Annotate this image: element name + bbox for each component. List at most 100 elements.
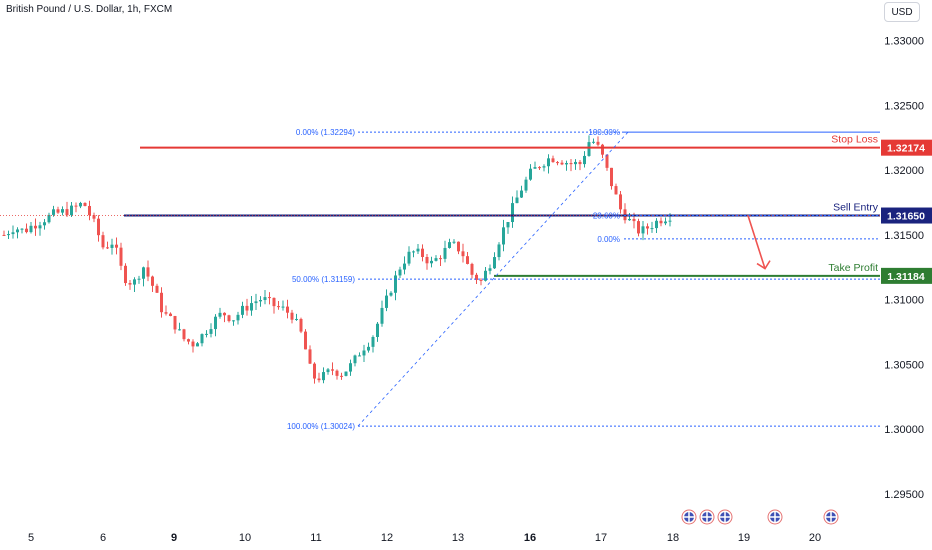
candle-body [385,295,388,308]
candle-body [245,305,249,311]
candle-body [664,221,667,224]
candle-body [650,228,654,230]
price-tick-label: 1.33000 [884,36,924,48]
candle-body [308,349,312,364]
candle-body [47,214,51,223]
candle-body [250,303,253,311]
candle-body [290,312,294,320]
candle-body [403,263,406,270]
candle-body [547,158,550,167]
time-tick-label: 19 [738,532,750,544]
candle-body [421,248,424,257]
candle-body [43,222,46,226]
candle-body [322,372,325,381]
candle-body [367,346,370,351]
us-flag-icon[interactable] [699,509,715,525]
time-tick-label: 13 [452,532,464,544]
fib-trend-line [357,131,629,427]
candle-body [169,313,172,317]
candle-body [241,305,244,315]
candle-body [376,323,379,337]
candle-body [268,297,271,299]
candle-body [146,267,150,277]
projection-arrow-head [756,260,771,270]
candle-body [11,232,15,235]
candle-body [538,167,541,169]
candle-body [583,155,586,165]
candle-body [304,331,307,350]
time-tick-label: 20 [809,532,821,544]
price-tick-label: 1.32500 [884,100,924,112]
candle-body [475,274,478,280]
candle-body [34,225,37,229]
overlays-layer: Stop Loss Sell Entry Take Profit 0.00% (1.3… [0,128,880,525]
candle-body [515,197,519,204]
candle-body [56,209,60,213]
candle-body [331,369,334,371]
fib-level-label: 50.00% (1.31159) [292,275,355,284]
candle-body [196,343,199,347]
candle-body [349,363,352,372]
candle-body [565,163,568,165]
price-tick-label: 1.30000 [884,424,924,436]
candle-body [227,315,231,322]
candle-body [178,329,181,331]
candle-body [128,283,132,285]
candle-body [214,316,217,330]
candle-body [389,292,393,296]
candle-body [371,336,375,347]
price-badge [881,207,932,224]
uk-flag-icon[interactable] [767,509,783,525]
candle-body [272,297,276,307]
candle-body [209,329,213,334]
candle-body [88,205,91,216]
candle-body [641,226,645,234]
candle-body [574,161,577,165]
candle-body [74,205,78,207]
currency-selector[interactable]: USD [884,2,920,22]
candle-body [317,378,321,381]
candle-body [110,244,114,248]
candle-body [218,312,222,317]
time-tick-label: 17 [595,532,607,544]
candle-body [628,218,631,221]
candle-body [362,350,366,356]
candle-body [470,263,474,275]
candle-body [52,209,55,215]
fib2-level-label: 100.00% [588,128,620,137]
candle-body [587,142,591,156]
candle-body [205,333,208,335]
us-uk-flag-icon[interactable] [681,509,697,525]
candle-body [173,316,177,330]
candle-body [493,257,496,269]
level-name-label: Stop Loss [831,134,878,146]
price-tick-label: 1.30500 [884,359,924,371]
candle-body [457,241,460,252]
candle-body [668,220,672,222]
price-tick-label: 1.31500 [884,230,924,242]
uk-flag-icon[interactable] [823,509,839,525]
candle-body [16,229,19,233]
candle-body [448,242,451,248]
candle-body [142,267,145,279]
us-flag-icon[interactable] [717,509,733,525]
candle-body [286,306,289,313]
candle-body [569,163,573,165]
fib-level-label: 0.00% (1.32294) [296,128,355,137]
time-axis[interactable]: 5 6 9 10 11 12 13 16 17 18 19 20 [28,532,821,544]
price-badge-label: 1.31650 [887,211,925,223]
candle-body [38,225,42,229]
symbol-title: British Pound / U.S. Dollar, 1h, FXCM [6,4,173,15]
candle-body [344,371,348,376]
candle-body [425,256,429,264]
fib-level-label: 100.00% (1.30024) [287,422,355,431]
candle-body [182,329,186,340]
candle-body [295,318,298,320]
price-axis[interactable]: 1.33000 1.32500 1.32000 1.31500 1.31000 1.305… [880,0,932,550]
candle-body [605,154,609,168]
candle-body [430,260,433,264]
candle-body [137,278,141,280]
candle-body [155,285,159,293]
candle-body [160,292,163,313]
